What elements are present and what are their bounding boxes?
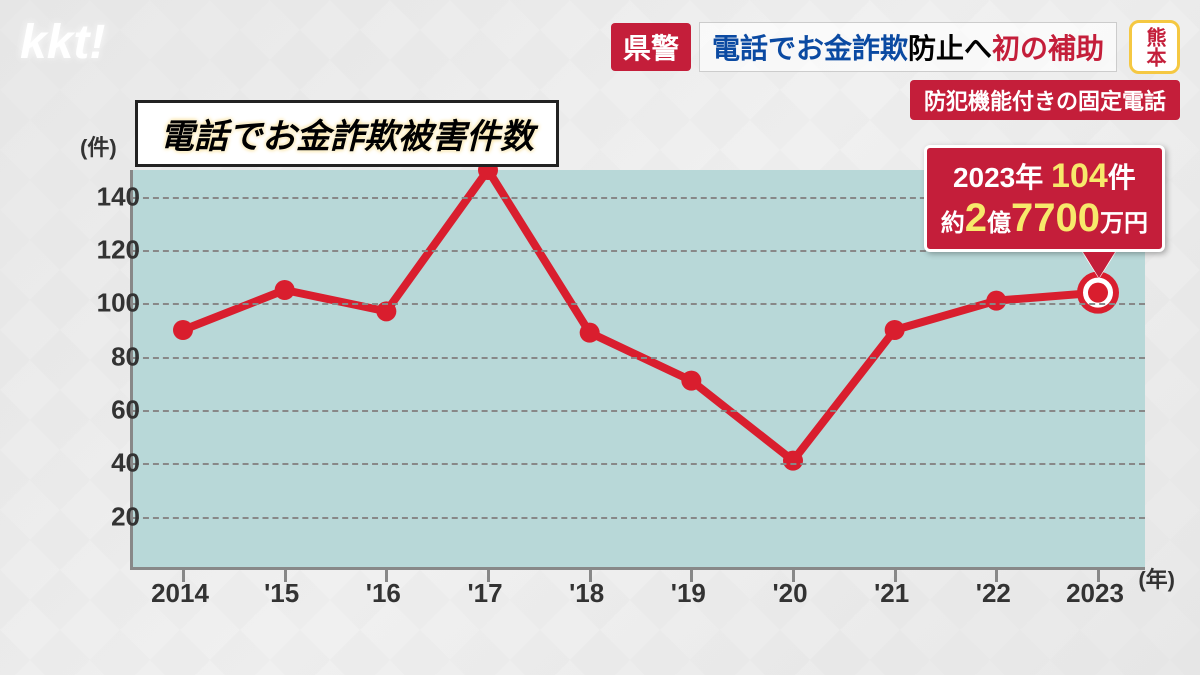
data-callout: 2023年 104件 約2億7700万円 [924, 145, 1165, 278]
y-tick-label: 100 [97, 288, 140, 319]
x-tick-label: '22 [976, 578, 1011, 609]
callout-count-suffix: 件 [1108, 162, 1136, 193]
y-tick-label: 80 [111, 341, 140, 372]
prefecture-tag: 県警 [611, 23, 691, 71]
x-tick-label: '20 [772, 578, 807, 609]
y-tick-label: 120 [97, 235, 140, 266]
x-tick-label: '18 [569, 578, 604, 609]
y-tick-label: 40 [111, 448, 140, 479]
y-tick-label: 60 [111, 395, 140, 426]
banner-subtitle: 防犯機能付きの固定電話 [910, 80, 1180, 120]
banner-blue-text: 電話でお金詐欺 [712, 33, 908, 64]
station-logo: kkt! [20, 15, 105, 70]
callout-year-suffix: 年 [1015, 162, 1043, 193]
chart-area: (件) (年) 2023年 104件 約2億7700万円 20406080100… [60, 160, 1160, 630]
callout-count: 104 [1051, 157, 1108, 195]
callout-amount-row: 約2億7700万円 [941, 196, 1148, 241]
x-tick-label: '15 [264, 578, 299, 609]
x-tick-label: 2023 [1066, 578, 1124, 609]
gridline [133, 463, 1145, 465]
gridline [133, 303, 1145, 305]
banner-row-1: 県警 電話でお金詐欺防止へ初の補助 熊本 [611, 20, 1180, 74]
callout-amount-big1: 2 [965, 196, 987, 240]
callout-amount-unit1: 億 [987, 210, 1011, 237]
banner-main-text: 電話でお金詐欺防止へ初の補助 [699, 22, 1117, 72]
x-tick-label: '16 [366, 578, 401, 609]
callout-amount-prefix: 約 [941, 210, 965, 237]
callout-amount-unit2: 万円 [1100, 210, 1148, 237]
x-tick-label: '17 [467, 578, 502, 609]
x-tick-label: 2014 [151, 578, 209, 609]
callout-year-row: 2023年 104件 [941, 156, 1148, 196]
gridline [133, 357, 1145, 359]
y-tick-label: 140 [97, 181, 140, 212]
gridline [133, 410, 1145, 412]
kumamoto-badge: 熊本 [1129, 20, 1180, 74]
callout-year: 2023 [953, 162, 1015, 193]
x-tick-label: '19 [671, 578, 706, 609]
chart-title: 電話でお金詐欺被害件数 [135, 100, 559, 167]
y-axis-unit: (件) [80, 130, 117, 162]
banner-black-text: 防止へ [908, 33, 992, 64]
x-tick-label: '21 [874, 578, 909, 609]
header-banner: 県警 電話でお金詐欺防止へ初の補助 熊本 防犯機能付きの固定電話 [611, 20, 1180, 120]
callout-amount-big2: 7700 [1011, 196, 1100, 240]
banner-red-text: 初の補助 [992, 33, 1104, 64]
y-tick-label: 20 [111, 501, 140, 532]
gridline [133, 517, 1145, 519]
callout-pointer-icon [1083, 252, 1115, 278]
callout-box: 2023年 104件 約2億7700万円 [924, 145, 1165, 252]
